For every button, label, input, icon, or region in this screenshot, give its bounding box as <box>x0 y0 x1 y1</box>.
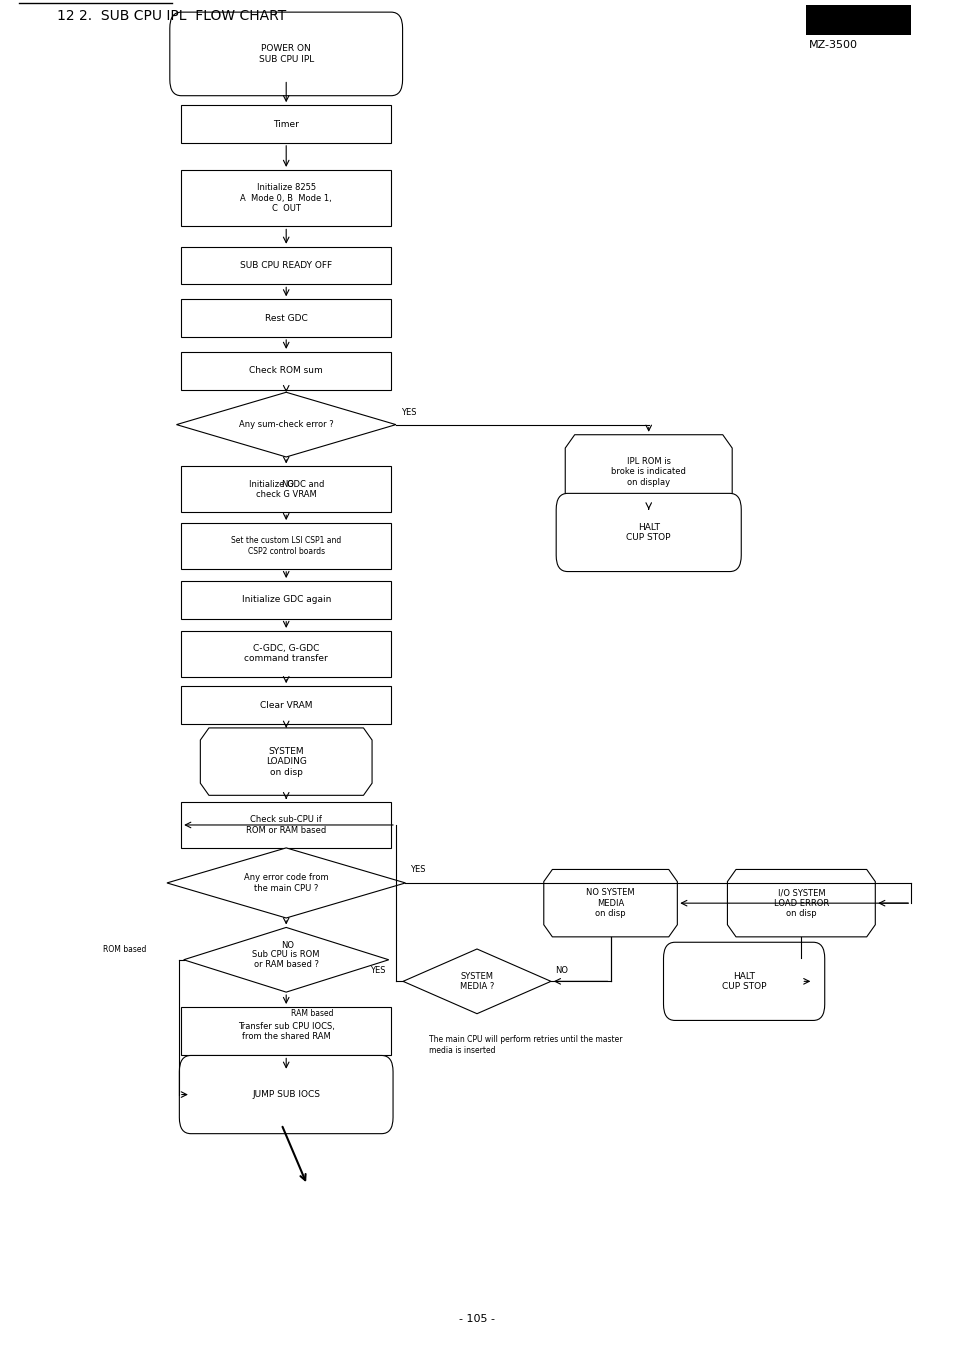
Text: NO: NO <box>555 967 567 975</box>
FancyBboxPatch shape <box>181 170 391 226</box>
Text: Any sum-check error ?: Any sum-check error ? <box>238 421 334 429</box>
Bar <box>805 5 910 35</box>
Polygon shape <box>564 434 732 508</box>
FancyBboxPatch shape <box>181 581 391 619</box>
Text: Any error code from
the main CPU ?: Any error code from the main CPU ? <box>244 874 328 892</box>
Text: SYSTEM
LOADING
on disp: SYSTEM LOADING on disp <box>266 747 306 776</box>
Text: 12 2.  SUB CPU IPL  FLOW CHART: 12 2. SUB CPU IPL FLOW CHART <box>57 9 286 23</box>
Text: Initialize GDC and
check G VRAM: Initialize GDC and check G VRAM <box>248 480 324 499</box>
Text: NO: NO <box>281 941 294 949</box>
Text: - 105 -: - 105 - <box>458 1314 495 1324</box>
Text: Rest GDC: Rest GDC <box>265 314 307 322</box>
Text: JUMP SUB IOCS: JUMP SUB IOCS <box>252 1091 320 1099</box>
Text: HALT
CUP STOP: HALT CUP STOP <box>721 972 765 991</box>
Text: IPL ROM is
broke is indicated
on display: IPL ROM is broke is indicated on display <box>611 457 685 487</box>
FancyBboxPatch shape <box>181 352 391 390</box>
Text: Clear VRAM: Clear VRAM <box>259 701 313 709</box>
Text: RAM based: RAM based <box>291 1010 334 1018</box>
Text: NO SYSTEM
MEDIA
on disp: NO SYSTEM MEDIA on disp <box>586 888 634 918</box>
FancyBboxPatch shape <box>181 631 391 677</box>
FancyBboxPatch shape <box>181 299 391 337</box>
FancyBboxPatch shape <box>170 12 402 96</box>
FancyBboxPatch shape <box>556 493 740 572</box>
Text: Initialize GDC again: Initialize GDC again <box>241 596 331 604</box>
FancyBboxPatch shape <box>181 105 391 143</box>
FancyBboxPatch shape <box>179 1055 393 1134</box>
Text: Timer: Timer <box>273 120 299 128</box>
Polygon shape <box>543 869 677 937</box>
Text: Initialize 8255
A  Mode 0, B  Mode 1,
C  OUT: Initialize 8255 A Mode 0, B Mode 1, C OU… <box>240 183 332 213</box>
Text: Transfer sub CPU IOCS,
from the shared RAM: Transfer sub CPU IOCS, from the shared R… <box>237 1022 335 1041</box>
Text: YES: YES <box>400 408 416 417</box>
Text: ROM based: ROM based <box>103 945 146 953</box>
Polygon shape <box>176 392 395 457</box>
Text: Check ROM sum: Check ROM sum <box>249 367 323 375</box>
Text: NO: NO <box>281 480 294 488</box>
FancyBboxPatch shape <box>181 247 391 284</box>
Text: I/O SYSTEM
LOAD ERROR
on disp: I/O SYSTEM LOAD ERROR on disp <box>773 888 828 918</box>
Text: The main CPU will perform retries until the master
media is inserted: The main CPU will perform retries until … <box>429 1035 622 1054</box>
Text: POWER ON
SUB CPU IPL: POWER ON SUB CPU IPL <box>258 44 314 63</box>
Text: Sub CPU is ROM
or RAM based ?: Sub CPU is ROM or RAM based ? <box>253 950 319 969</box>
Text: SUB CPU READY OFF: SUB CPU READY OFF <box>240 262 332 270</box>
Text: Set the custom LSI CSP1 and
CSP2 control boards: Set the custom LSI CSP1 and CSP2 control… <box>231 537 341 555</box>
Text: HALT
CUP STOP: HALT CUP STOP <box>626 523 670 542</box>
Text: SYSTEM
MEDIA ?: SYSTEM MEDIA ? <box>459 972 494 991</box>
FancyBboxPatch shape <box>181 523 391 569</box>
FancyBboxPatch shape <box>181 802 391 848</box>
Text: Check sub-CPU if
ROM or RAM based: Check sub-CPU if ROM or RAM based <box>246 816 326 834</box>
Text: MZ-3500: MZ-3500 <box>808 40 857 50</box>
Polygon shape <box>183 927 389 992</box>
FancyBboxPatch shape <box>181 686 391 724</box>
Polygon shape <box>726 869 874 937</box>
Text: YES: YES <box>410 865 425 874</box>
Text: C-GDC, G-GDC
command transfer: C-GDC, G-GDC command transfer <box>244 644 328 663</box>
FancyBboxPatch shape <box>663 942 823 1020</box>
Polygon shape <box>402 949 551 1014</box>
Polygon shape <box>200 728 372 795</box>
Text: YES: YES <box>369 967 385 975</box>
Polygon shape <box>167 848 405 918</box>
FancyBboxPatch shape <box>181 466 391 512</box>
FancyBboxPatch shape <box>181 1007 391 1055</box>
